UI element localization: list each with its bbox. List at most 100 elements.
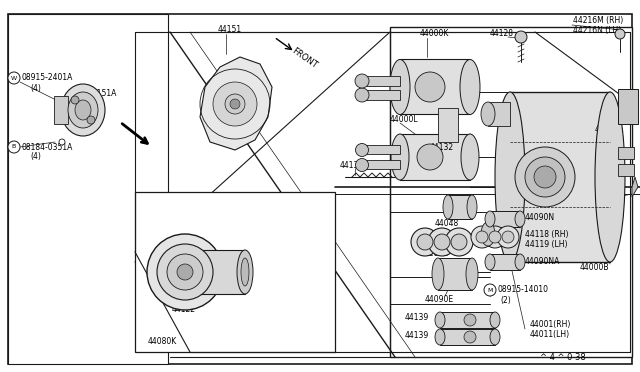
Circle shape [59,139,65,145]
Ellipse shape [515,147,575,207]
Ellipse shape [481,102,495,126]
Text: 44122: 44122 [172,305,196,314]
Text: 44000K: 44000K [420,29,449,38]
Ellipse shape [237,250,253,294]
Bar [618,164,634,176]
Ellipse shape [432,258,444,290]
Bar [185,250,245,294]
Ellipse shape [355,88,369,102]
Text: 44119 (LH): 44119 (LH) [525,240,568,248]
Circle shape [87,116,95,124]
Ellipse shape [391,134,409,180]
Circle shape [497,226,519,248]
Ellipse shape [61,84,105,136]
Text: 44028: 44028 [595,173,619,183]
Ellipse shape [75,100,91,120]
Text: 08915-14010: 08915-14010 [498,285,549,295]
Circle shape [230,99,240,109]
Text: 44090N: 44090N [525,212,555,221]
Text: 44118 (RH): 44118 (RH) [525,230,568,238]
Ellipse shape [481,222,495,246]
Ellipse shape [495,92,525,262]
Text: 44000L: 44000L [390,115,419,124]
Ellipse shape [355,158,369,171]
Circle shape [502,231,514,243]
Ellipse shape [435,312,445,328]
Ellipse shape [490,329,500,345]
Circle shape [434,234,450,250]
Text: 44090E: 44090E [425,295,454,305]
Ellipse shape [355,144,369,157]
Circle shape [464,331,476,343]
Bar [8,14,168,364]
Ellipse shape [515,254,525,270]
Bar [440,312,495,328]
Circle shape [471,226,493,248]
Circle shape [213,82,257,126]
Bar [510,92,610,262]
Ellipse shape [435,329,445,345]
Circle shape [71,96,79,104]
Circle shape [464,314,476,326]
Text: 08915-2401A: 08915-2401A [22,74,74,83]
Ellipse shape [490,312,500,328]
Text: 44000B: 44000B [580,263,609,272]
Text: W: W [11,76,17,80]
Circle shape [147,234,223,310]
Text: (2): (2) [500,295,511,305]
Circle shape [417,234,433,250]
Bar [400,134,470,180]
Circle shape [489,231,501,243]
Ellipse shape [467,195,477,219]
Bar [490,254,520,270]
Ellipse shape [68,92,98,128]
Text: 44090NA: 44090NA [525,257,561,266]
Ellipse shape [415,72,445,102]
Bar [400,59,470,114]
Text: 44216A: 44216A [595,125,625,134]
Text: 44001(RH): 44001(RH) [530,320,572,328]
Circle shape [167,254,203,290]
Text: 44159: 44159 [595,196,620,205]
Ellipse shape [534,166,556,188]
Bar [440,329,495,345]
Text: 08184-0351A: 08184-0351A [22,142,74,151]
Text: 44011(LH): 44011(LH) [530,330,570,339]
Text: (4): (4) [30,153,41,161]
Ellipse shape [443,195,453,219]
Circle shape [484,284,496,296]
Polygon shape [632,177,638,197]
Circle shape [476,231,488,243]
Text: ^ 4 ^ 0 38: ^ 4 ^ 0 38 [540,353,586,362]
Ellipse shape [460,60,480,115]
Bar [365,76,400,86]
Text: 44151: 44151 [218,26,242,35]
Ellipse shape [466,258,478,290]
Text: 44130: 44130 [595,155,620,164]
Bar [54,96,68,124]
Bar [365,90,400,100]
Circle shape [515,31,527,43]
Bar [488,102,510,126]
Text: 44080K: 44080K [148,337,177,346]
Text: 44131: 44131 [340,161,364,170]
Polygon shape [200,57,272,150]
Text: 44128: 44128 [490,29,514,38]
Circle shape [8,141,20,153]
Text: 44216N (LH): 44216N (LH) [573,26,621,35]
Bar [488,222,510,246]
Bar [390,27,632,357]
Ellipse shape [485,254,495,270]
Bar [448,195,472,219]
Bar [618,147,634,159]
Text: M: M [487,288,493,292]
Text: FRONT: FRONT [290,46,319,70]
Circle shape [411,228,439,256]
Circle shape [157,244,213,300]
Text: 44151A: 44151A [88,90,117,99]
Ellipse shape [241,258,249,286]
Circle shape [445,228,473,256]
Text: 44216M (RH): 44216M (RH) [573,16,623,25]
Bar [438,108,458,142]
Text: (4): (4) [30,83,41,93]
